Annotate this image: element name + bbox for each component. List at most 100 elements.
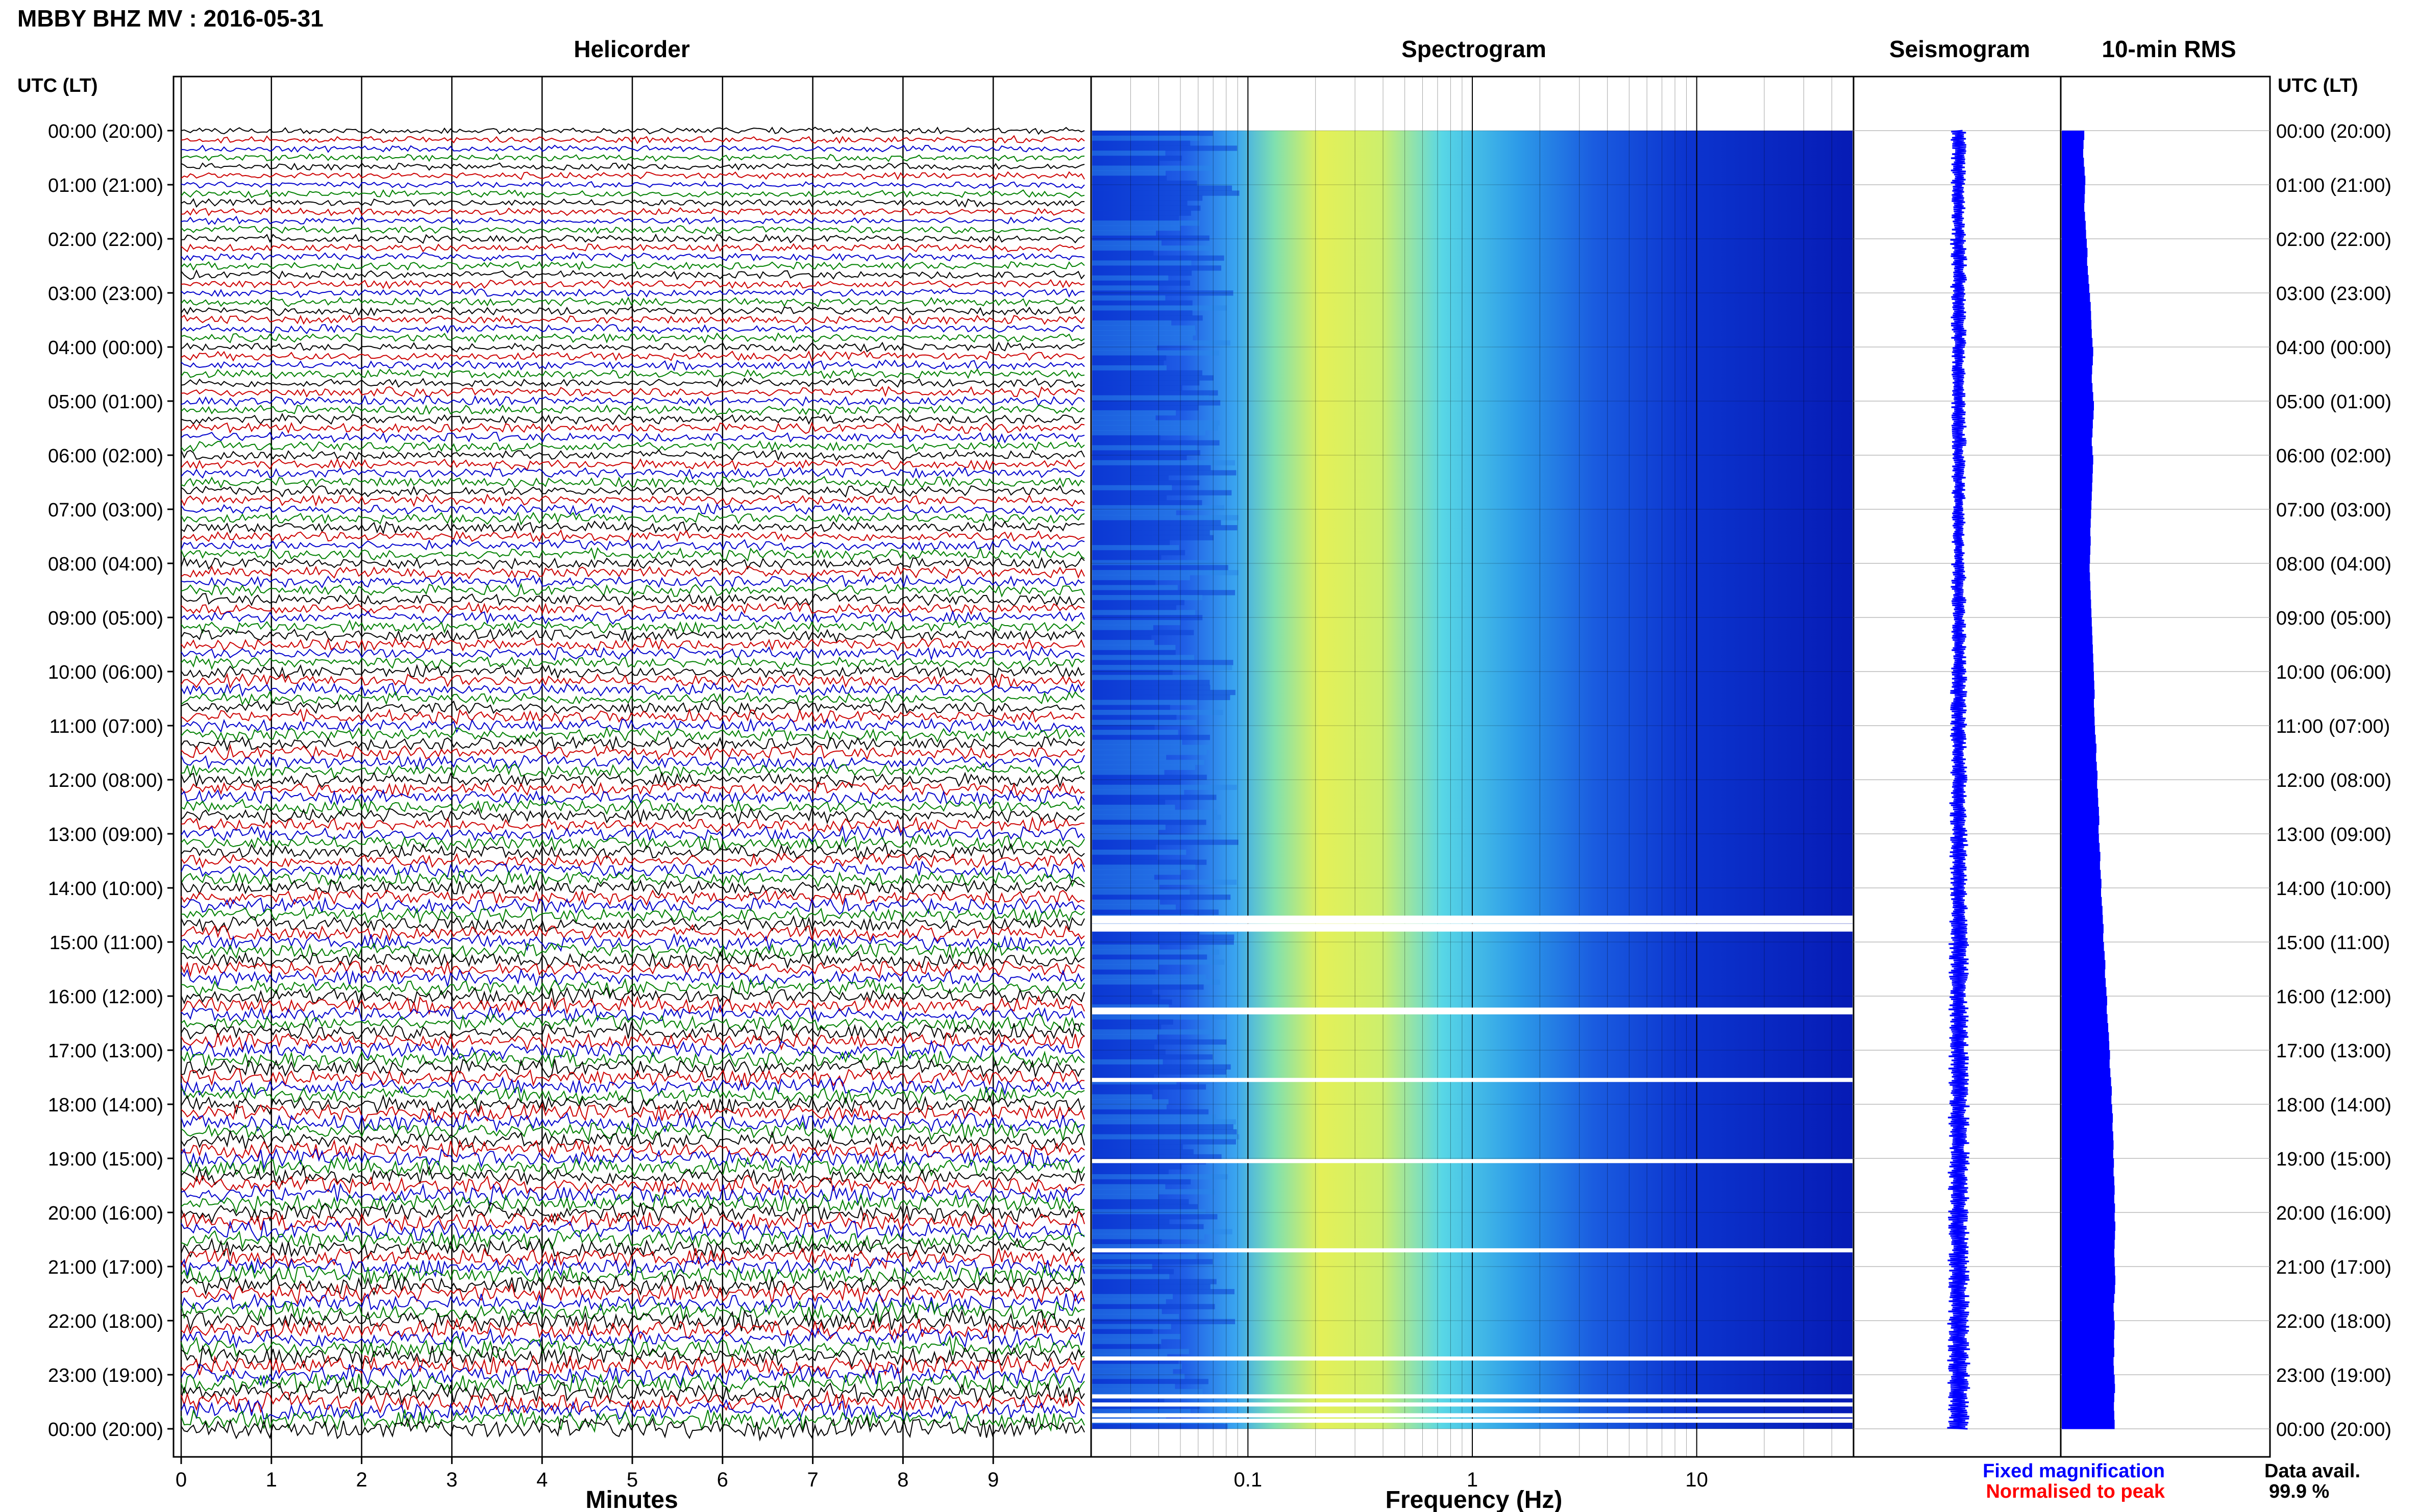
spectrogram-lowfreq-band	[1092, 255, 1224, 261]
rms-bar	[2062, 329, 2092, 338]
spectrogram-lowfreq-band	[1092, 1364, 1182, 1370]
rms-bar	[2062, 518, 2091, 528]
spectrogram-lowfreq-band	[1092, 375, 1214, 381]
spectrogram-lowfreq-band	[1092, 795, 1217, 800]
spectrogram-lowfreq-band	[1092, 864, 1196, 870]
helicorder-trace	[181, 556, 1085, 570]
time-label-right: 01:00 (21:00)	[2276, 175, 2391, 196]
spectrogram-lowfreq-band	[1092, 1279, 1217, 1284]
spectrogram-lowfreq-band	[1092, 610, 1196, 615]
rms-bar	[2062, 527, 2090, 537]
spectrogram-lowfreq-band	[1092, 889, 1190, 895]
rms-bar	[2062, 842, 2100, 852]
helicorder-x-tick-label: 1	[266, 1469, 277, 1491]
spectrogram-lowfreq-band	[1092, 280, 1190, 286]
spectrogram-lowfreq-band	[1092, 619, 1180, 626]
spectrogram-lowfreq-band	[1092, 645, 1176, 651]
time-label-left: 13:00 (09:00)	[48, 824, 163, 846]
spectrogram-lowfreq-band	[1092, 380, 1200, 386]
spectrogram-lowfreq-band	[1092, 270, 1192, 276]
rms-bar	[2062, 158, 2084, 167]
utc-label-left: UTC (LT)	[17, 75, 98, 96]
spectrogram-lowfreq-band	[1092, 345, 1157, 351]
spectrogram-lowfreq-band	[1092, 814, 1221, 820]
spectrogram-lowfreq-band	[1092, 879, 1237, 885]
rms-bar	[2062, 1267, 2115, 1276]
rms-bar	[2062, 1339, 2114, 1348]
spectrogram-lowfreq-band	[1092, 1269, 1174, 1275]
helicorder-trace	[181, 1211, 1085, 1232]
rms-bar	[2062, 897, 2102, 906]
spectrogram-lowfreq-band	[1092, 1424, 1228, 1429]
rms-bar	[2062, 193, 2085, 203]
spectrogram-lowfreq-band	[1092, 370, 1202, 376]
spectrogram-lowfreq-band	[1092, 1383, 1175, 1390]
rms-bar	[2062, 545, 2090, 555]
spectrogram-lowfreq-band	[1092, 1329, 1153, 1334]
spectrogram-lowfreq-band	[1092, 400, 1221, 406]
spectrogram-lowfreq-band	[1092, 190, 1240, 196]
rms-bar	[2062, 212, 2085, 221]
rms-bar	[2062, 689, 2095, 699]
time-label-left: 19:00 (15:00)	[48, 1149, 163, 1170]
spectrogram-lowfreq-band	[1092, 295, 1166, 301]
rms-bar	[2062, 446, 2093, 456]
spectrogram-lowfreq-band	[1092, 854, 1158, 860]
seismogram-panel	[1853, 76, 2062, 1458]
spectrogram-lowfreq-band	[1092, 939, 1234, 945]
spectrogram-lowfreq-band	[1092, 430, 1205, 436]
spectrogram-lowfreq-band	[1092, 1199, 1189, 1205]
spectrogram-lowfreq-band	[1092, 695, 1230, 700]
rms-bar	[2062, 888, 2101, 898]
helicorder-trace	[181, 995, 1085, 1015]
spectrogram-lowfreq-band	[1092, 755, 1167, 760]
helicorder-trace	[181, 440, 1085, 453]
time-label-right: 13:00 (09:00)	[2276, 824, 2391, 846]
spectrogram-lowfreq-band	[1092, 160, 1159, 166]
rms-bar	[2062, 599, 2091, 609]
helicorder-trace	[181, 1354, 1085, 1378]
spectrogram-lowfreq-band	[1092, 415, 1156, 421]
helicorder-trace	[181, 1156, 1085, 1178]
seismogram-title: Seismogram	[1889, 36, 2030, 62]
spectrogram-x-tick-label: 10	[1685, 1469, 1708, 1491]
time-label-left: 02:00 (22:00)	[48, 229, 163, 251]
time-label-right: 15:00 (11:00)	[2276, 932, 2390, 954]
spectrogram-lowfreq-band	[1092, 874, 1154, 880]
spectrogram-lowfreq-band	[1092, 1299, 1166, 1304]
spectrogram-lowfreq-band	[1092, 350, 1219, 356]
helicorder-trace	[181, 404, 1085, 416]
spectrogram-lowfreq-band	[1092, 1408, 1191, 1415]
time-label-right: 12:00 (08:00)	[2276, 770, 2391, 791]
spectrogram-lowfreq-band	[1092, 195, 1203, 201]
rms-bar	[2062, 996, 2107, 1006]
helicorder-trace	[181, 538, 1085, 552]
spectrogram-lowfreq-band	[1092, 929, 1200, 935]
rms-bar	[2062, 771, 2097, 780]
helicorder-trace	[181, 726, 1085, 743]
helicorder-trace	[181, 207, 1085, 216]
rms-bar	[2062, 1014, 2108, 1024]
rms-bar	[2062, 825, 2099, 834]
time-label-left: 00:00 (20:00)	[48, 1419, 163, 1441]
helicorder-trace	[181, 968, 1085, 988]
helicorder-trace	[181, 798, 1085, 815]
helicorder-trace	[181, 1256, 1085, 1278]
spectrogram-lowfreq-band	[1092, 825, 1166, 830]
spectrogram-lowfreq-band	[1092, 365, 1167, 371]
helicorder-trace	[181, 887, 1085, 906]
rms-bar	[2062, 861, 2100, 871]
time-label-left: 15:00 (11:00)	[50, 932, 163, 954]
rms-bar	[2062, 798, 2099, 807]
spectrogram-lowfreq-band	[1092, 1324, 1171, 1329]
helicorder-trace	[181, 897, 1085, 915]
spectrogram-lowfreq-band	[1092, 575, 1190, 581]
spectrogram-lowfreq-band	[1092, 445, 1197, 451]
rms-bar	[2062, 455, 2093, 465]
helicorder-trace	[181, 466, 1085, 480]
helicorder-trace	[181, 1068, 1085, 1088]
spectrogram-lowfreq-band	[1092, 1154, 1222, 1160]
spectrogram-lowfreq-band	[1092, 335, 1193, 341]
rms-bar	[2062, 374, 2092, 384]
